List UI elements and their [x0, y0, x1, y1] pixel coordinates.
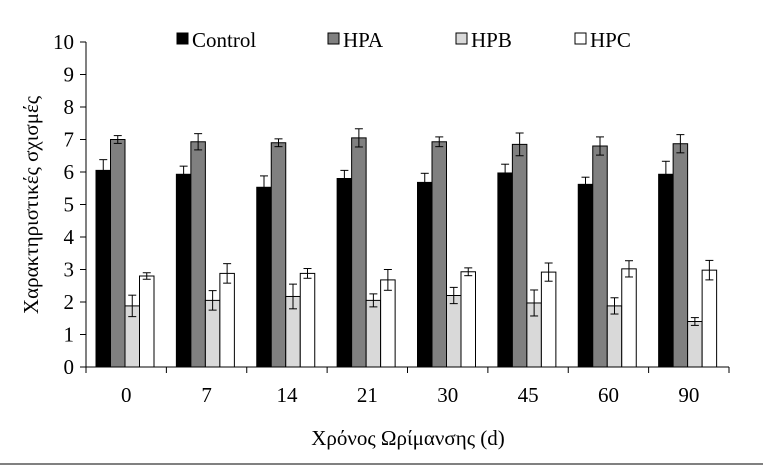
y-tick-label-6: 6 [64, 160, 75, 184]
bar-HPC-0 [139, 275, 155, 368]
bar-Control-14 [256, 186, 272, 368]
bar-Control-7 [175, 173, 192, 368]
bar-HPA-90 [672, 143, 689, 368]
legend-swatch-HPC [574, 32, 587, 45]
x-tick-label-60: 60 [598, 383, 619, 407]
bar-HPC-90 [701, 269, 718, 368]
y-tick-label-10: 10 [53, 30, 74, 54]
bar-HPA-30 [431, 141, 447, 368]
legend-label-HPB: HPB [471, 28, 512, 52]
y-axis-title: Χαρακτηριστικές σχισμές [19, 95, 43, 314]
y-tick-label-5: 5 [64, 193, 75, 217]
x-tick-label-21: 21 [357, 383, 378, 407]
legend-swatch-HPB [455, 32, 468, 45]
x-tick-label-90: 90 [678, 383, 699, 407]
legend-swatch-Control [176, 32, 189, 45]
bar-HPB-60 [606, 305, 623, 368]
bar-Control-30 [417, 181, 433, 368]
legend-swatch-HPA [327, 32, 340, 45]
legend-label-Control: Control [192, 28, 256, 52]
bar-HPB-90 [687, 321, 703, 368]
bar-HPC-60 [621, 268, 637, 368]
y-tick-label-4: 4 [64, 225, 75, 249]
bar-Control-21 [336, 178, 353, 368]
bars [95, 128, 718, 368]
y-tick-label-7: 7 [64, 128, 75, 152]
bar-Control-60 [577, 183, 594, 368]
bar-Control-45 [497, 172, 513, 368]
bar-HPA-7 [190, 141, 206, 368]
y-tick-label-1: 1 [64, 323, 75, 347]
x-tick-label-7: 7 [201, 383, 212, 407]
y-tick-label-8: 8 [64, 95, 75, 119]
bar-HPC-14 [299, 272, 316, 368]
bar-HPA-60 [592, 145, 608, 368]
bar-HPA-45 [511, 143, 528, 368]
legend-label-HPA: HPA [343, 28, 384, 52]
bar-HPB-30 [446, 295, 462, 368]
x-tick-label-0: 0 [121, 383, 132, 407]
bar-HPA-0 [110, 139, 126, 368]
x-tick-label-45: 45 [518, 383, 539, 407]
bar-HPC-45 [540, 271, 557, 368]
bar-HPC-7 [219, 272, 235, 368]
y-tick-label-9: 9 [64, 63, 75, 87]
bar-Control-0 [95, 169, 111, 368]
x-tick-label-30: 30 [437, 383, 458, 407]
x-tick-label-14: 14 [276, 383, 298, 407]
bar-HPB-21 [365, 299, 382, 368]
bar-HPC-30 [460, 271, 476, 368]
x-axis-title: Χρόνος Ωρίμανσης (d) [311, 426, 505, 450]
bar-HPA-21 [351, 137, 367, 368]
bar-HPC-21 [380, 279, 396, 368]
legend-label-HPC: HPC [590, 28, 631, 52]
y-tick-label-2: 2 [64, 290, 75, 314]
bar-Control-90 [658, 173, 674, 368]
y-tick-label-3: 3 [64, 258, 75, 282]
legend: Control HPA HPB HPC [176, 28, 631, 52]
bar-HPA-14 [270, 142, 287, 368]
y-tick-label-0: 0 [64, 355, 75, 379]
